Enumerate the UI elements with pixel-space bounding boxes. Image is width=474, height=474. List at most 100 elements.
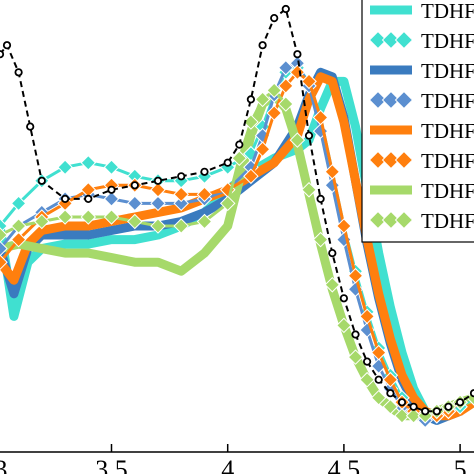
data-point (37, 176, 46, 185)
data-point (177, 172, 186, 181)
legend-label: TDHF (421, 119, 474, 143)
data-point (26, 122, 35, 131)
data-point (196, 186, 213, 203)
data-point (80, 209, 97, 225)
data-point (266, 105, 282, 121)
data-point (130, 181, 139, 190)
data-point (359, 371, 375, 388)
data-point (347, 267, 364, 284)
data-point (150, 182, 166, 198)
data-point (421, 407, 430, 416)
legend-marker (381, 150, 401, 170)
data-point (231, 150, 248, 166)
x-tick-label: 4.5 (328, 455, 361, 474)
data-point (362, 357, 372, 366)
legend-label: TDHF (421, 0, 474, 23)
legend-label: TDHF (421, 89, 474, 113)
data-point (34, 213, 50, 230)
data-point (173, 195, 189, 212)
data-point (281, 4, 290, 14)
data-point (316, 194, 325, 203)
data-point (304, 131, 314, 140)
data-point (336, 317, 352, 334)
data-point (243, 114, 259, 130)
data-point (370, 390, 387, 406)
data-point (432, 407, 441, 416)
data-point (455, 398, 465, 407)
data-point (57, 159, 73, 175)
data-point (0, 50, 5, 59)
data-point (382, 399, 399, 415)
data-point (246, 95, 255, 104)
data-point (409, 402, 418, 411)
legend-marker (394, 30, 414, 50)
data-point (359, 308, 375, 325)
series-5 (0, 72, 474, 421)
data-point (289, 132, 306, 148)
data-point (258, 41, 267, 50)
data-point (14, 68, 23, 77)
legend-label: TDHF (421, 29, 474, 53)
legend-marker (394, 90, 414, 110)
data-point (289, 55, 306, 72)
data-point (312, 109, 329, 126)
data-point (328, 249, 337, 258)
legend-marker (368, 210, 388, 230)
x-ticks: 3.5 4 4.5 5 .3 (0, 444, 467, 474)
data-point (270, 14, 279, 23)
data-point (351, 330, 360, 339)
data-point (278, 96, 294, 112)
data-point (324, 164, 341, 180)
legend-label: TDHF (421, 59, 474, 83)
data-point (84, 194, 93, 203)
data-point (60, 194, 70, 203)
legend-marker (381, 30, 401, 50)
data-point (0, 227, 8, 243)
data-point (103, 191, 120, 207)
data-point (0, 218, 8, 234)
legend-entry: TDHF (370, 119, 474, 143)
data-point (266, 82, 282, 99)
legend-label: TDHF (421, 209, 474, 233)
data-point (370, 344, 387, 361)
data-point (127, 195, 143, 212)
y-tick-label: .3 (0, 455, 8, 474)
data-point (254, 141, 271, 157)
data-point (386, 389, 395, 398)
legend-marker (394, 150, 414, 170)
series-lines (0, 4, 474, 429)
legend-label: TDHF (421, 179, 474, 203)
legend-entry: TDHF (368, 29, 474, 53)
legend-marker (368, 30, 388, 50)
legend-marker (394, 210, 414, 230)
data-point (293, 50, 302, 59)
data-point (254, 91, 271, 108)
data-point (103, 209, 120, 225)
data-point (10, 195, 27, 212)
data-point (374, 375, 383, 384)
legend-entry: TDHF (368, 209, 474, 233)
data-point (324, 277, 341, 293)
legend-label: TDHF (421, 149, 474, 173)
data-point (397, 398, 407, 407)
data-point (127, 168, 143, 185)
data-point (103, 159, 120, 175)
x-tick-label: 4 (221, 455, 234, 474)
data-point (382, 371, 399, 388)
data-point (301, 182, 317, 198)
data-point (80, 182, 97, 198)
data-point (223, 158, 232, 167)
data-point (200, 167, 209, 176)
data-point (312, 231, 329, 248)
series-line (0, 72, 474, 421)
legend-entry: TDHF (368, 89, 474, 113)
data-point (0, 240, 8, 257)
data-point (405, 408, 422, 424)
data-point (173, 186, 189, 203)
data-point (394, 408, 410, 424)
legend-marker (368, 150, 388, 170)
legend-marker (381, 90, 401, 110)
data-point (0, 254, 8, 270)
data-point (243, 168, 259, 185)
